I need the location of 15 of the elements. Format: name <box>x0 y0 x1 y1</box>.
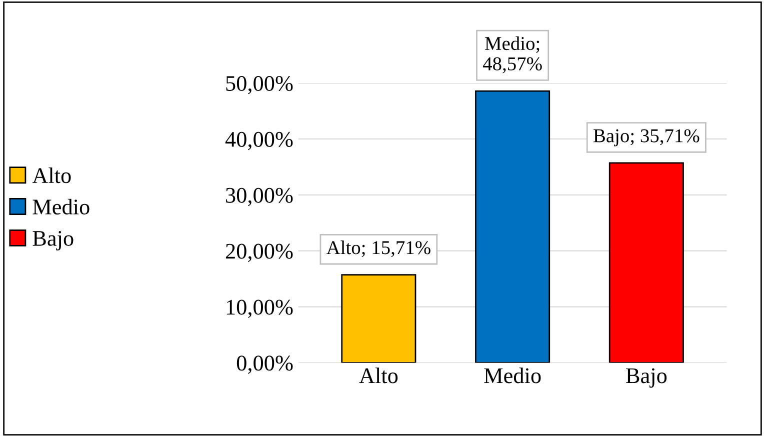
y-tick-label: 20,00% <box>226 244 293 262</box>
legend-label: Bajo <box>32 230 74 250</box>
x-tick-label: Medio <box>484 368 541 384</box>
text: Alto; 15,71% <box>326 240 430 258</box>
x-tick-label: Alto <box>359 368 398 384</box>
y-tick-label: 0,00% <box>236 356 293 374</box>
x-tick-label: Bajo <box>626 368 667 388</box>
y-tick-label: 10,00% <box>226 300 293 318</box>
legend-label: Alto <box>32 167 71 184</box>
legend-label: Medio <box>32 198 90 215</box>
text: Bajo; 35,71% <box>594 129 700 146</box>
y-tick-label: 50,00% <box>226 76 293 94</box>
y-tick-label: 30,00% <box>226 188 293 206</box>
text: Medio; 48,57% <box>482 36 542 74</box>
y-tick-label: 40,00% <box>225 132 293 150</box>
